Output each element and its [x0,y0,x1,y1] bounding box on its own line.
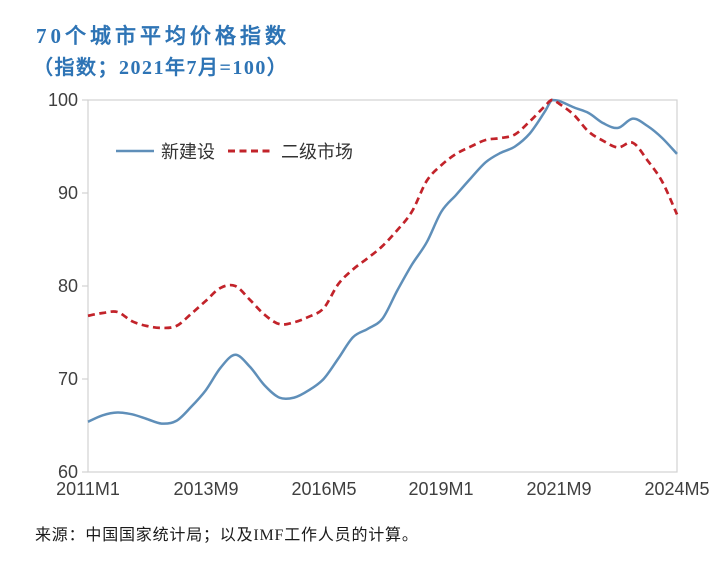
legend: 新建设 二级市场 [116,138,353,164]
x-axis-tick-label: 2019M1 [408,479,474,499]
legend-label-new-construction: 新建设 [161,142,215,162]
line-new-construction [87,98,678,425]
x-axis-tick-label: 2024M5 [644,479,710,499]
plot-area [82,98,679,473]
legend-item-secondary-market: 二级市场 [228,138,353,164]
y-axis-tick-label: 60 [57,462,78,482]
y-axis-tick-label: 80 [57,276,78,296]
chart-subtitle: （指数；2021年7月=100） [33,57,289,79]
y-axis-tick-label: 100 [47,90,78,110]
x-axis-tick-label: 2013M9 [173,479,239,499]
solid-line-sample-icon [116,149,154,153]
x-axis-tick-label: 2011M1 [56,479,120,499]
x-axis-tick-label: 2021M9 [526,479,592,499]
chart-title: 70个城市平均价格指数 [36,24,290,48]
legend-label-secondary-market: 二级市场 [281,142,353,162]
line-secondary-market [87,98,679,330]
y-axis-tick-label: 70 [57,369,78,389]
dashed-line-sample-icon [228,149,274,153]
source-note: 来源：中国国家统计局；以及IMF工作人员的计算。 [35,527,419,544]
y-axis-tick-label: 90 [57,183,78,203]
legend-item-new-construction: 新建设 [116,138,215,164]
x-axis-tick-label: 2016M5 [291,479,357,499]
